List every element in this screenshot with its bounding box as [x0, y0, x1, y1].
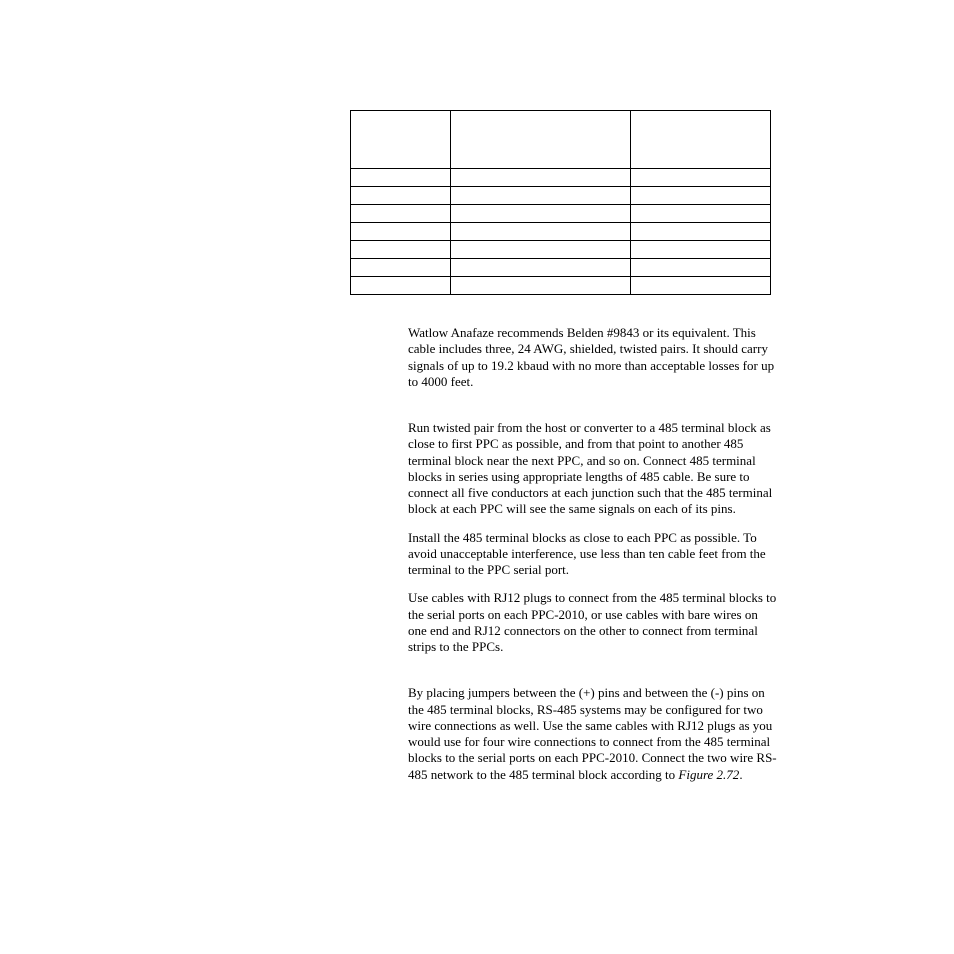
table-cell: [631, 187, 771, 205]
table-header-cell: [351, 111, 451, 169]
page: Watlow Anafaze recommends Belden #9843 o…: [0, 0, 954, 795]
table-cell: [451, 187, 631, 205]
paragraph-two-wire: By placing jumpers between the (+) pins …: [408, 685, 778, 783]
section-gap: [408, 402, 778, 420]
paragraph-rj12-cables: Use cables with RJ12 plugs to connect fr…: [408, 590, 778, 655]
paragraph-cable-recommendation: Watlow Anafaze recommends Belden #9843 o…: [408, 325, 778, 390]
table-cell: [631, 259, 771, 277]
pinout-table: [350, 110, 771, 295]
table-cell: [351, 241, 451, 259]
table-cell: [451, 223, 631, 241]
table-cell: [351, 277, 451, 295]
table-cell: [451, 241, 631, 259]
table-row: [351, 223, 771, 241]
table-cell: [451, 277, 631, 295]
figure-reference: Figure 2.72: [678, 767, 739, 782]
table-header-cell: [451, 111, 631, 169]
table-cell: [631, 169, 771, 187]
paragraph-twisted-pair: Run twisted pair from the host or conver…: [408, 420, 778, 518]
table-cell: [631, 223, 771, 241]
table-cell: [351, 223, 451, 241]
table-row: [351, 277, 771, 295]
paragraph-install-blocks: Install the 485 terminal blocks as close…: [408, 530, 778, 579]
table-cell: [451, 205, 631, 223]
table-cell: [631, 205, 771, 223]
body-text-column: Watlow Anafaze recommends Belden #9843 o…: [408, 325, 778, 783]
section-gap: [408, 667, 778, 685]
paragraph-two-wire-b: .: [739, 767, 742, 782]
table-cell: [631, 277, 771, 295]
table-cell: [451, 169, 631, 187]
table-cell: [351, 205, 451, 223]
table-cell: [631, 241, 771, 259]
table-header-cell: [631, 111, 771, 169]
table-cell: [451, 259, 631, 277]
table-cell: [351, 259, 451, 277]
table-cell: [351, 187, 451, 205]
table-header-row: [351, 111, 771, 169]
table-row: [351, 169, 771, 187]
table-row: [351, 187, 771, 205]
table-row: [351, 259, 771, 277]
table-row: [351, 205, 771, 223]
table-row: [351, 241, 771, 259]
table-cell: [351, 169, 451, 187]
